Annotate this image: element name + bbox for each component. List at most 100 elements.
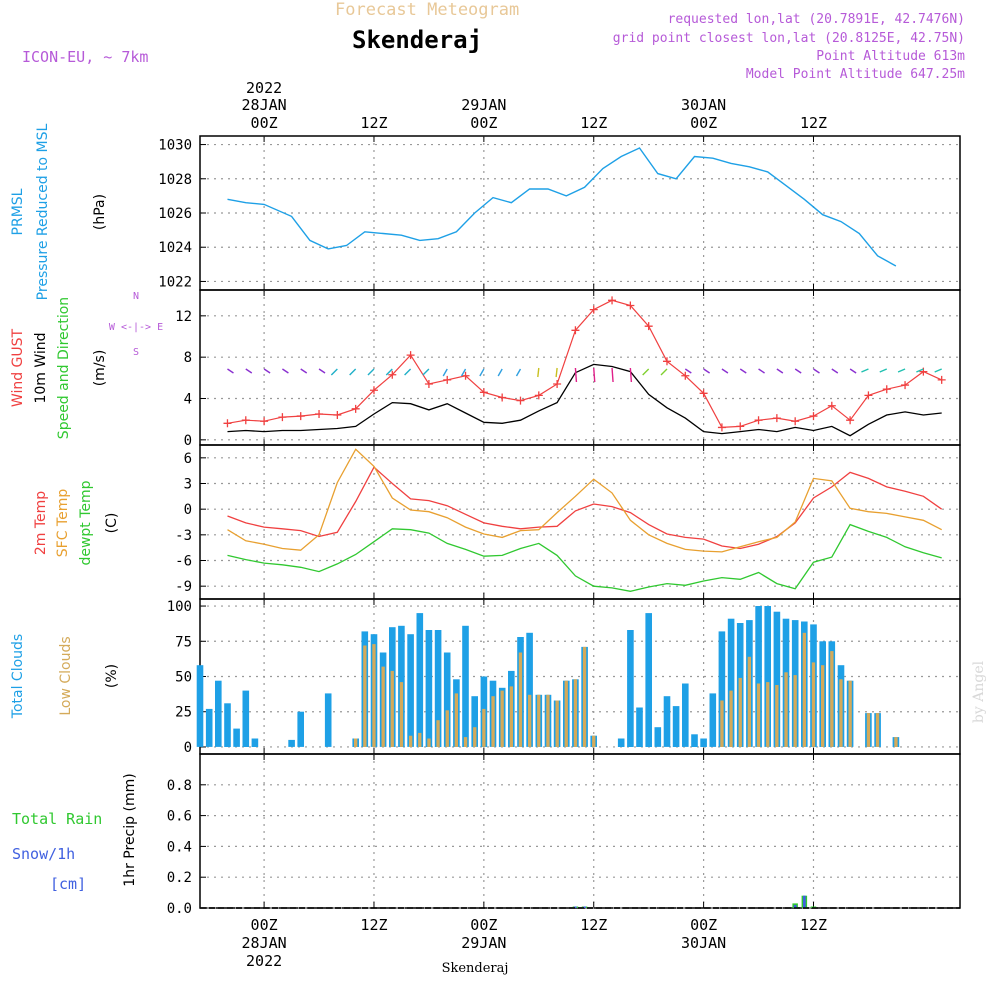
total-cloud-bar xyxy=(700,738,707,747)
low-cloud-bar xyxy=(802,632,806,747)
low-cloud-bar xyxy=(582,646,587,747)
y-tick-label: 8 xyxy=(184,350,192,366)
low-cloud-bar xyxy=(463,737,468,747)
top-tick-label: 12Z xyxy=(580,114,607,132)
gust-marker xyxy=(241,416,250,425)
wind-speed-line xyxy=(227,363,942,437)
total-cloud-bar xyxy=(407,634,414,747)
wind-direction-arrow xyxy=(330,368,338,376)
low-cloud-bar xyxy=(381,666,385,747)
total-cloud-bar xyxy=(224,703,231,747)
low-cloud-bar xyxy=(720,700,724,747)
low-cloud-bar xyxy=(409,735,413,747)
low-cloud-bar xyxy=(564,680,568,747)
low-cloud-bar xyxy=(500,690,504,747)
low-cloud-bar xyxy=(766,682,770,747)
gust-marker xyxy=(534,391,543,400)
gust-marker xyxy=(296,412,305,421)
temp-sfc-line xyxy=(227,448,942,553)
top-tick-label: 00Z xyxy=(251,114,278,132)
wind-direction-arrow xyxy=(404,368,412,376)
total-cloud-bar xyxy=(434,630,442,747)
gust-marker xyxy=(333,411,342,420)
low-cloud-bar xyxy=(390,670,394,747)
gust-marker xyxy=(369,386,378,395)
panel-frame xyxy=(199,289,961,446)
total-cloud-bar xyxy=(773,611,781,747)
gust-marker xyxy=(699,389,708,398)
gust-marker xyxy=(608,296,617,305)
total-cloud-bar xyxy=(205,708,213,747)
total-cloud-bar xyxy=(242,690,250,747)
total-cloud-bar xyxy=(691,734,698,747)
low-cloud-bar xyxy=(738,677,742,747)
low-cloud-bar xyxy=(491,696,495,747)
low-clouds-label: Low Clouds xyxy=(58,636,74,715)
gust-marker xyxy=(388,370,397,379)
wind-direction-arrow xyxy=(879,368,888,373)
top-tick-label: 12Z xyxy=(800,114,827,132)
wind-direction-arrow xyxy=(739,368,747,374)
low-cloud-bar xyxy=(427,738,431,747)
low-cloud-bar xyxy=(839,679,843,747)
gust-marker xyxy=(553,380,562,389)
total-cloud-bar xyxy=(425,630,433,747)
y-tick-label: 12 xyxy=(175,309,192,325)
temp-2m-line xyxy=(227,466,943,550)
top-date-label: 29JAN xyxy=(461,96,506,114)
snow-bar xyxy=(803,895,806,908)
wind-direction-arrow xyxy=(629,367,633,383)
bottom-tick-label: 12Z xyxy=(800,916,827,934)
gust-marker xyxy=(754,416,763,425)
wind-direction-arrow xyxy=(934,368,942,373)
10m-wind-label: 10m Wind xyxy=(33,332,49,403)
total-cloud-bar xyxy=(233,728,240,747)
y-tick-label: 0.8 xyxy=(167,778,192,794)
gust-marker xyxy=(827,401,836,410)
gust-marker xyxy=(809,412,818,421)
panel-frame xyxy=(199,444,961,600)
wind-direction-arrow xyxy=(515,368,522,377)
wind-direction-arrow xyxy=(245,368,253,374)
bottom-year-label: 2022 xyxy=(246,952,282,970)
gust-marker xyxy=(589,305,598,314)
wind-direction-arrow xyxy=(479,368,485,377)
low-cloud-bar xyxy=(592,735,596,747)
low-cloud-bar xyxy=(537,694,541,747)
total-cloud-bar xyxy=(764,606,771,747)
low-cloud-bar xyxy=(848,680,852,747)
low-cloud-bar xyxy=(747,656,751,747)
y-tick-label: -9 xyxy=(175,579,192,595)
low-cloud-bar xyxy=(482,708,486,747)
wind-direction-arrow xyxy=(367,368,375,376)
wind-direction-arrow xyxy=(385,368,393,376)
total-cloud-bar xyxy=(627,630,634,747)
wind-direction-arrow xyxy=(684,368,692,374)
top-tick-label: 00Z xyxy=(470,114,497,132)
low-cloud-bar xyxy=(573,679,578,747)
snow-bar xyxy=(574,906,577,908)
low-cloud-bar xyxy=(372,644,376,747)
gust-marker xyxy=(443,375,452,384)
y-tick-label: 1022 xyxy=(158,274,192,290)
wind-direction-arrow xyxy=(422,368,430,376)
pressure-label: Pressure Reduced to MSL xyxy=(35,123,51,300)
pressure-unit-label: (hPa) xyxy=(92,194,108,230)
wind-direction-arrow xyxy=(574,367,578,383)
gust-marker xyxy=(937,375,946,384)
wind-direction-arrow xyxy=(849,368,857,374)
wind-direction-arrow xyxy=(227,368,234,374)
wind-direction-arrow xyxy=(460,368,467,377)
gust-marker xyxy=(772,414,781,423)
gust-marker xyxy=(919,367,928,376)
wind-direction-arrow xyxy=(263,368,271,374)
wind-direction-arrow xyxy=(537,367,540,378)
wind-direction-arrow xyxy=(794,368,802,374)
temp-2m-label: 2m Temp xyxy=(33,491,49,555)
dewpoint-label: dewpt Temp xyxy=(78,480,94,565)
low-cloud-bar xyxy=(866,713,871,747)
y-tick-label: 0 xyxy=(184,502,192,518)
gust-marker xyxy=(406,351,415,360)
wind-direction-arrow xyxy=(318,368,326,374)
